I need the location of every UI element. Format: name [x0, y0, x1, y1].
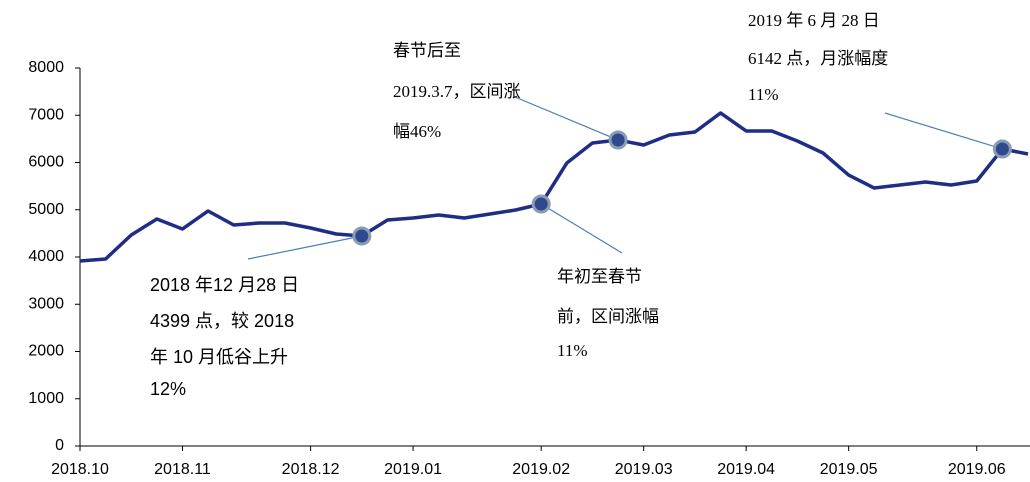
annotation-text: 年 10 月低谷上升 [150, 347, 288, 367]
highlight-marker [352, 226, 372, 246]
y-tick-label: 4000 [28, 248, 64, 265]
annotation-text: 11% [557, 341, 588, 360]
x-tick-label: 2018.10 [51, 461, 109, 478]
leader-line [884, 112, 1003, 150]
y-tick-label: 0 [55, 437, 64, 454]
annotation-text: 年初至春节 [557, 267, 642, 286]
y-tick-label: 5000 [28, 201, 64, 218]
leader-line [514, 96, 619, 141]
highlight-marker [608, 130, 628, 150]
highlight-marker [992, 139, 1012, 159]
annotation-text: 2019.3.7，区间涨 [393, 82, 521, 101]
y-tick-label: 2000 [28, 343, 64, 360]
annotation-text: 12% [150, 379, 186, 399]
line [79, 111, 1029, 263]
y-tick-label: 3000 [28, 295, 64, 312]
annotation-text: 2018 年12 月28 日 [150, 275, 299, 295]
x-tick-label: 2018.12 [282, 461, 340, 478]
annotation-text: 6142 点，月涨幅度 [748, 49, 888, 68]
annotation-text: 2019 年 6 月 28 日 [748, 11, 880, 30]
leader-line [247, 235, 362, 260]
highlight-marker [531, 194, 551, 214]
annotation-text: 幅46% [393, 122, 441, 141]
annotation-text: 春节后至 [393, 41, 461, 60]
y-tick-label: 8000 [28, 59, 64, 76]
x-tick-label: 2019.01 [384, 461, 442, 478]
annotation-text: 4399 点，较 2018 [150, 311, 294, 331]
x-tick-label: 2019.03 [615, 461, 673, 478]
x-tick-label: 2019.02 [512, 461, 570, 478]
annotation-text: 前，区间涨幅 [557, 307, 659, 326]
y-tick-label: 7000 [28, 106, 64, 123]
x-tick-label: 2018.11 [154, 461, 211, 478]
y-tick-label: 1000 [28, 390, 64, 407]
y-tick-label: 6000 [28, 154, 64, 171]
annotation-text: 11% [748, 85, 779, 104]
leader-line [540, 203, 623, 254]
x-tick-label: 2019.05 [820, 461, 878, 478]
x-tick-label: 2019.04 [717, 461, 775, 478]
x-tick-label: 2019.06 [948, 461, 1006, 478]
